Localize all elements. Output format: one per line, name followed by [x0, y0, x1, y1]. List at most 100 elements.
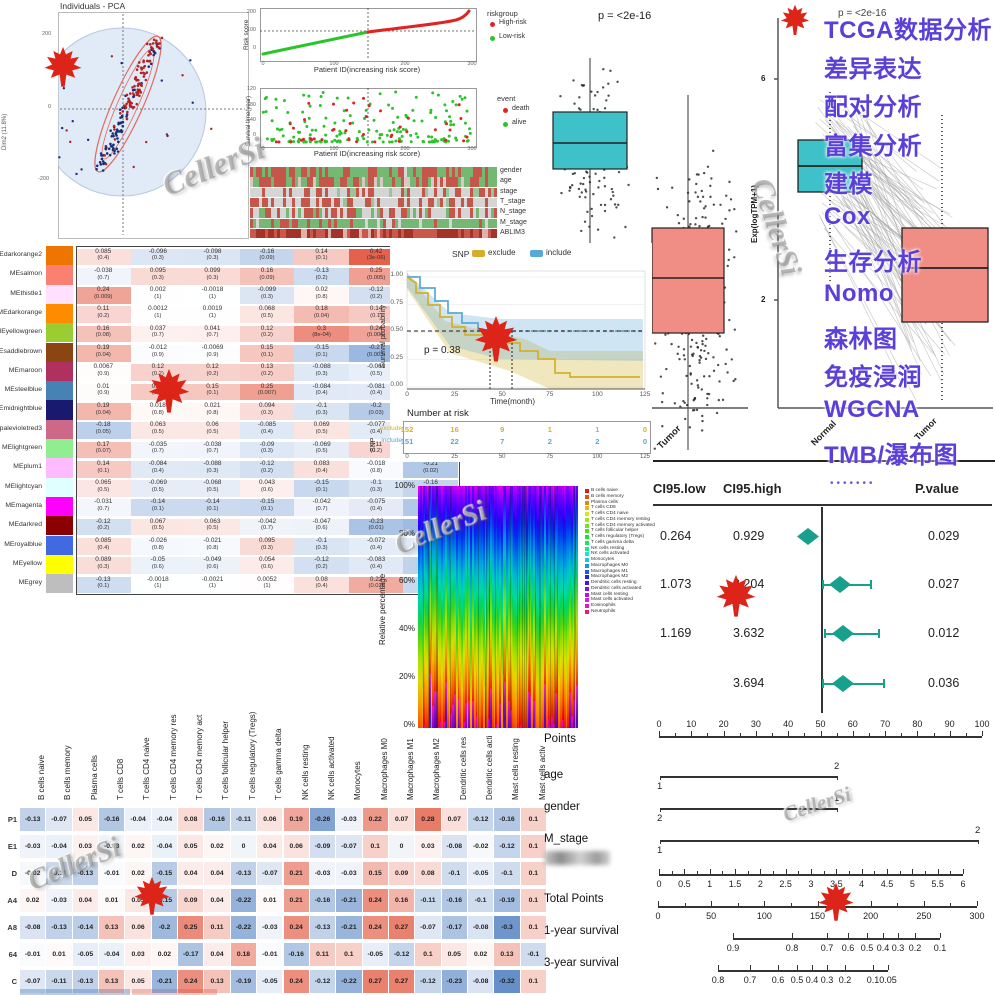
decor: [331, 218, 335, 229]
wgcna-cell: 0.01 (0.9): [76, 383, 131, 401]
decor: [406, 116, 410, 120]
decor: 0.24: [97, 286, 110, 294]
decor: [560, 486, 563, 728]
immune-legend-label: Dendritic cells resting: [591, 580, 637, 585]
immune-legend-swatch: [585, 506, 589, 511]
decor: [570, 183, 574, 187]
decor: [732, 379, 735, 383]
decor: [497, 486, 500, 728]
decor: (1): [208, 293, 216, 300]
expression-p-value: p = <2e-16: [598, 10, 652, 22]
menu-item-5[interactable]: 建模: [824, 171, 873, 199]
decor: [110, 55, 114, 58]
decor: [421, 187, 425, 198]
decor: -0.084: [148, 459, 167, 467]
decor: [449, 197, 453, 208]
menu-item-2[interactable]: 差异表达: [824, 55, 922, 83]
decor: [304, 177, 308, 187]
decor: (0.4): [315, 390, 328, 397]
decor: [583, 220, 587, 223]
decor: -0.15: [314, 479, 329, 487]
decor: [403, 167, 407, 177]
decor: [412, 208, 416, 218]
decor: [476, 167, 480, 177]
decor: [598, 179, 601, 183]
cor-cell: 0.13: [204, 970, 230, 993]
decor: [331, 187, 335, 198]
decor: (0.08): [95, 332, 111, 339]
wgcna-cell: 0.19 (0.04): [76, 344, 131, 362]
decor: [617, 203, 620, 207]
wgcna-row-label: MEdarkorange2: [0, 251, 42, 258]
decor: [701, 339, 704, 343]
legend-dot: [490, 36, 495, 41]
decor: -0.14: [205, 498, 220, 506]
cor-cell: -0.21: [151, 970, 178, 993]
decor: [443, 218, 447, 229]
wgcna-row-label: MEmidnightblue: [0, 405, 42, 413]
axis-tick-label: 0.5: [678, 879, 691, 889]
menu-item-8[interactable]: Nomo: [824, 280, 894, 308]
decor: [494, 208, 498, 218]
decor: 0.12: [151, 363, 165, 371]
decor: [320, 138, 324, 142]
decor: [427, 187, 431, 198]
decor: [343, 167, 347, 177]
decor: [562, 486, 564, 728]
decor: [685, 403, 689, 407]
wgcna-module-swatch: [46, 554, 73, 575]
menu-item-9[interactable]: 森林图: [824, 325, 898, 353]
decor: -0.084: [312, 382, 331, 390]
wgcna-cell: 0.0052 (1): [240, 576, 295, 594]
cor-cell: 0.1: [520, 835, 546, 858]
decor: [319, 187, 323, 198]
decor: [302, 137, 306, 141]
decor: [476, 187, 480, 198]
decor: [521, 486, 523, 728]
decor: [125, 117, 129, 121]
decor: [140, 68, 144, 71]
decor: 0.068: [258, 305, 275, 313]
decor: [112, 134, 115, 138]
decor: [673, 402, 677, 405]
axis-tick: [861, 869, 863, 874]
cor-cell: 0.25: [178, 916, 204, 939]
axis-tick: [750, 965, 751, 970]
menu-item-1[interactable]: TCGA数据分析: [824, 17, 992, 44]
decor: [485, 197, 489, 208]
forest-header-high: CI95.high: [723, 481, 782, 496]
decor: [694, 223, 697, 226]
km-legend-label: include: [546, 248, 572, 257]
stacked-ytick: 40%: [398, 624, 415, 634]
decor: [334, 218, 338, 229]
decor: [409, 133, 413, 137]
decor: [434, 116, 438, 120]
menu-item-4[interactable]: 富集分析: [824, 132, 922, 160]
menu-item-7[interactable]: 生存分析: [824, 248, 922, 276]
cor-cell: -0.17: [178, 943, 204, 966]
wgcna-module-swatch: [46, 381, 73, 401]
decor: [524, 486, 527, 728]
decor: [319, 95, 323, 99]
menu-item-6[interactable]: Cox: [824, 203, 871, 230]
decor: [346, 167, 350, 177]
menu-item-11[interactable]: WGCNA: [824, 396, 920, 423]
wgcna-module-swatch: [46, 246, 73, 266]
wgcna-cell: 0.041 (0.7): [185, 325, 240, 343]
decor: [592, 192, 595, 196]
immune-legend-label: Plasma cells: [591, 499, 618, 505]
nomogram-row-label: Total Points: [544, 893, 604, 905]
menu-item-3[interactable]: 配对分析: [824, 94, 922, 122]
axis-tick-label: 250: [916, 911, 932, 921]
axis-tick: [811, 869, 812, 874]
axis-tick-label: 4: [859, 879, 865, 889]
decor: [355, 177, 359, 187]
axis-tick-label: 0.7: [743, 975, 757, 985]
menu-item-10[interactable]: 免疫浸润: [824, 364, 922, 392]
wgcna-row-label: MEyellow: [12, 559, 42, 567]
decor: (0.2): [261, 332, 273, 339]
km-risk-xtick: 0: [405, 454, 409, 460]
menu-item-12[interactable]: TMB/瀑布图: [824, 441, 959, 469]
decor: [391, 187, 395, 198]
wgcna-module-swatch: [46, 400, 73, 420]
